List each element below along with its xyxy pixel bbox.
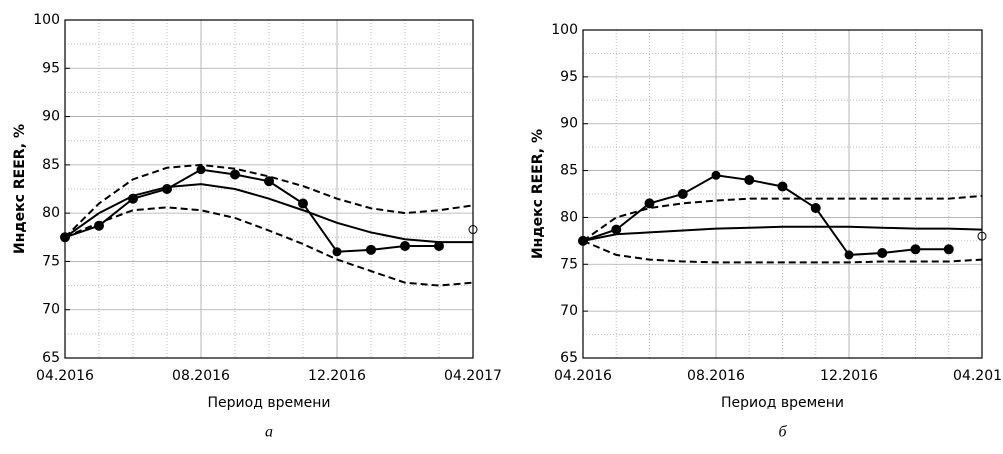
panel: 65 70 75 80 85 90 95 100 04.2016 08.2016 12.2016 04… (530, 22, 1003, 441)
x-tick-label: 04.2017 (444, 368, 502, 384)
x-tick-label: 08.2016 (172, 368, 230, 384)
point (711, 170, 721, 180)
x-tick-label: 08.2016 (687, 368, 745, 384)
series-line (64, 168, 439, 253)
point (434, 240, 444, 251)
point (844, 250, 854, 260)
x-axis-label: Период времени (208, 395, 331, 411)
x-tick-label: 04.2016 (36, 368, 94, 384)
point (264, 176, 274, 187)
x-tick-label: 12.2016 (820, 368, 878, 384)
y-tick-label: 100 (33, 12, 60, 28)
y-tick-label: 85 (42, 157, 60, 173)
y-tick-label: 100 (551, 22, 578, 38)
y-tick-label: 95 (560, 69, 578, 85)
x-tick-label: 04.2017 (953, 368, 1003, 384)
plot-frame (64, 19, 474, 359)
point (910, 244, 921, 255)
point (777, 181, 788, 192)
plot-frame (582, 29, 983, 359)
point (162, 184, 172, 194)
point (400, 240, 410, 251)
point (611, 224, 622, 235)
y-tick-label: 70 (560, 303, 578, 319)
point (128, 193, 138, 204)
point (677, 189, 688, 199)
point (366, 244, 376, 255)
series-line (64, 163, 474, 238)
y-tick-label: 65 (42, 350, 60, 366)
y-axis-label: Индекс REER, % (530, 129, 546, 259)
panel-label: б (778, 424, 787, 441)
y-tick-label: 70 (42, 302, 60, 318)
y-tick-label: 90 (42, 109, 60, 125)
panel-label: а (265, 424, 273, 441)
series-line (582, 174, 949, 256)
y-tick-label: 80 (42, 205, 60, 221)
y-tick-label: 80 (560, 209, 578, 225)
x-tick-label: 12.2016 (308, 368, 366, 384)
series-line (582, 194, 983, 242)
point (644, 198, 655, 209)
x-axis-label: Период времени (721, 395, 844, 411)
series-line (582, 225, 983, 242)
point (332, 247, 342, 257)
point (94, 220, 104, 231)
point (810, 203, 821, 214)
y-tick-label: 65 (560, 350, 578, 366)
y-tick-label: 75 (42, 253, 60, 269)
y-axis-label: Индекс REER, % (12, 124, 28, 254)
point (230, 169, 240, 180)
point (943, 244, 954, 255)
panel: 65 70 75 80 85 90 95 100 04.2016 08.2016 12.2016 04… (12, 12, 502, 441)
point (744, 174, 755, 185)
y-tick-label: 75 (560, 256, 578, 272)
point (298, 198, 308, 209)
x-tick-label: 04.2016 (554, 368, 612, 384)
point (196, 165, 206, 175)
y-tick-label: 85 (560, 163, 578, 179)
point (877, 248, 888, 259)
series-line (582, 239, 983, 264)
series-line (64, 206, 474, 287)
y-tick-label: 95 (42, 60, 60, 76)
y-tick-label: 90 (560, 116, 578, 132)
